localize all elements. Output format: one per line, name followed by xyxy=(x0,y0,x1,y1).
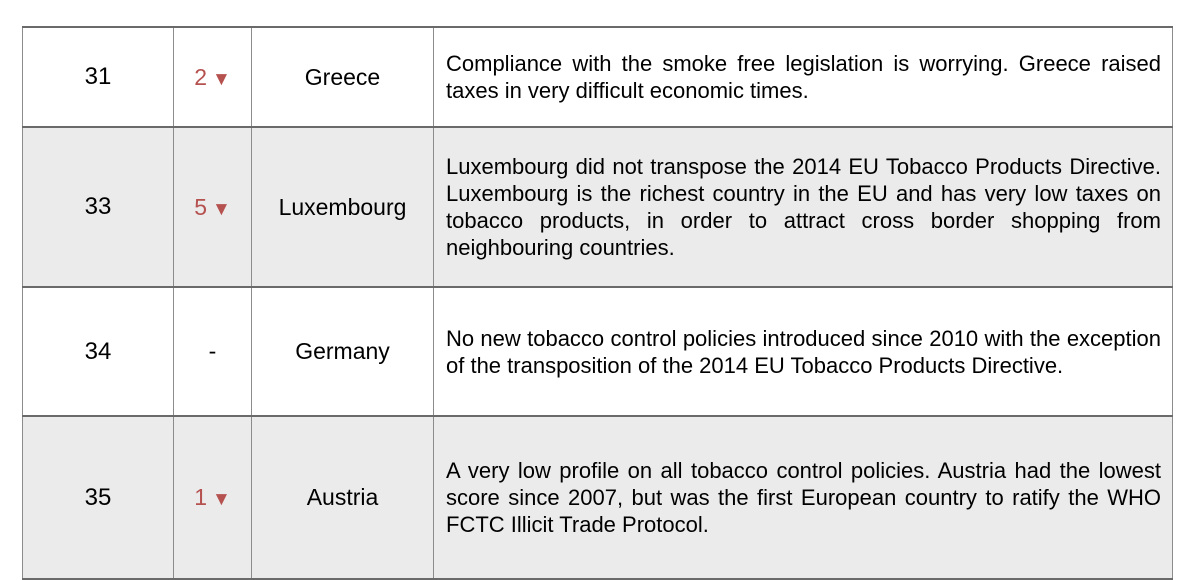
ranking-table-container: 31 2 ▼ Greece Compliance with the smoke f… xyxy=(22,26,1173,580)
rank-cell: 34 xyxy=(22,286,174,417)
comment-cell: Luxembourg did not transpose the 2014 EU… xyxy=(433,126,1173,288)
rank-cell: 31 xyxy=(22,26,174,128)
comment-cell: Compliance with the smoke free legislati… xyxy=(433,26,1173,128)
comment-cell: No new tobacco control policies introduc… xyxy=(433,286,1173,417)
change-cell: 2 ▼ xyxy=(173,26,252,128)
table-row: 33 5 ▼ Luxembourg Luxembourg did not tran… xyxy=(22,126,1173,288)
change-value: 1 xyxy=(194,484,207,510)
country-cell: Luxembourg xyxy=(251,126,434,288)
country-cell: Greece xyxy=(251,26,434,128)
change-cell: 1 ▼ xyxy=(173,415,252,580)
table-row: 31 2 ▼ Greece Compliance with the smoke f… xyxy=(22,26,1173,128)
change-value: 2 xyxy=(194,63,207,90)
down-triangle-icon: ▼ xyxy=(211,198,231,220)
change-value: - xyxy=(208,338,217,364)
rank-cell: 33 xyxy=(22,126,174,288)
down-triangle-icon: ▼ xyxy=(211,68,231,90)
country-cell: Austria xyxy=(251,415,434,580)
country-cell: Germany xyxy=(251,286,434,417)
down-triangle-icon: ▼ xyxy=(211,489,231,510)
comment-cell: A very low profile on all tobacco contro… xyxy=(433,415,1173,580)
rank-cell: 35 xyxy=(22,415,174,580)
ranking-table: 31 2 ▼ Greece Compliance with the smoke f… xyxy=(22,26,1173,580)
change-cell: - xyxy=(173,286,252,417)
table-row: 34 - Germany No new tobacco control poli… xyxy=(22,286,1173,417)
change-cell: 5 ▼ xyxy=(173,126,252,288)
change-value: 5 xyxy=(194,193,207,220)
table-row: 35 1 ▼ Austria A very low profile on all … xyxy=(22,415,1173,580)
